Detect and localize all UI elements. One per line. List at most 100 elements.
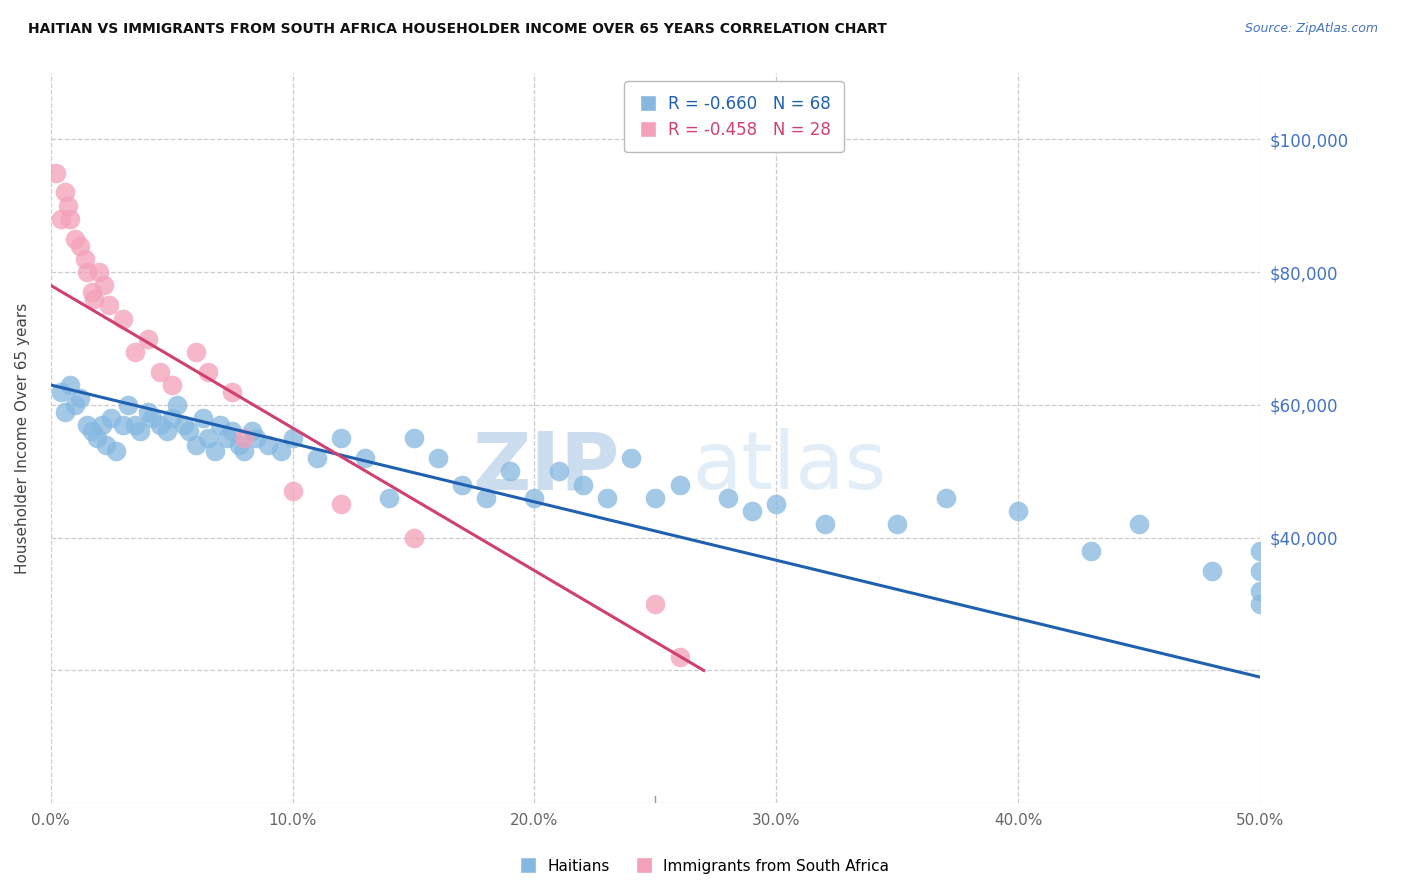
Text: Source: ZipAtlas.com: Source: ZipAtlas.com [1244, 22, 1378, 36]
Point [184, 438, 207, 452]
Point [69, 391, 91, 405]
Point [330, 431, 353, 445]
Point [197, 365, 219, 379]
Point [209, 417, 232, 432]
Point [935, 491, 957, 505]
Point [96, 438, 118, 452]
Text: ZIP: ZIP [472, 428, 619, 507]
Legend: R = -0.660   N = 68, R = -0.458   N = 28: R = -0.660 N = 68, R = -0.458 N = 28 [624, 81, 844, 153]
Point [149, 417, 172, 432]
Point [149, 365, 172, 379]
Point [668, 650, 690, 665]
Point [233, 444, 256, 458]
Point [741, 504, 763, 518]
Point [378, 491, 401, 505]
Point [281, 431, 304, 445]
Point [1128, 517, 1150, 532]
Point [451, 477, 474, 491]
Point [475, 491, 498, 505]
Point [233, 431, 256, 445]
Point [596, 491, 619, 505]
Point [80, 425, 103, 439]
Point [221, 425, 243, 439]
Point [221, 384, 243, 399]
Y-axis label: Householder Income Over 65 years: Householder Income Over 65 years [15, 302, 30, 574]
Point [886, 517, 908, 532]
Point [1080, 544, 1102, 558]
Point [160, 378, 183, 392]
Point [177, 425, 200, 439]
Text: HAITIAN VS IMMIGRANTS FROM SOUTH AFRICA HOUSEHOLDER INCOME OVER 65 YEARS CORRELA: HAITIAN VS IMMIGRANTS FROM SOUTH AFRICA … [28, 22, 887, 37]
Point [80, 285, 103, 299]
Point [644, 597, 666, 611]
Point [305, 450, 328, 465]
Point [1249, 597, 1271, 611]
Point [86, 431, 108, 445]
Point [124, 417, 146, 432]
Point [184, 344, 207, 359]
Point [1249, 564, 1271, 578]
Point [204, 444, 226, 458]
Point [547, 464, 569, 478]
Text: atlas: atlas [692, 428, 886, 507]
Point [136, 332, 159, 346]
Point [197, 431, 219, 445]
Point [76, 265, 98, 279]
Point [59, 378, 82, 392]
Point [89, 265, 111, 279]
Point [76, 417, 98, 432]
Point [49, 212, 72, 227]
Point [572, 477, 595, 491]
Point [257, 438, 280, 452]
Point [156, 425, 179, 439]
Point [814, 517, 837, 532]
Point [100, 411, 122, 425]
Point [402, 531, 425, 545]
Point [644, 491, 666, 505]
Point [499, 464, 522, 478]
Point [1249, 583, 1271, 598]
Point [45, 165, 67, 179]
Point [136, 404, 159, 418]
Point [59, 212, 82, 227]
Point [117, 398, 139, 412]
Point [53, 186, 76, 200]
Point [173, 417, 195, 432]
Point [63, 398, 86, 412]
Point [354, 450, 377, 465]
Point [63, 232, 86, 246]
Point [124, 344, 146, 359]
Point [141, 411, 163, 425]
Point [83, 292, 105, 306]
Point [402, 431, 425, 445]
Point [765, 498, 787, 512]
Point [105, 444, 128, 458]
Point [281, 484, 304, 499]
Legend: Haitians, Immigrants from South Africa: Haitians, Immigrants from South Africa [510, 853, 896, 880]
Point [69, 238, 91, 252]
Point [53, 404, 76, 418]
Point [1249, 544, 1271, 558]
Point [193, 411, 215, 425]
Point [270, 444, 292, 458]
Point [97, 298, 120, 312]
Point [90, 417, 112, 432]
Point [112, 417, 135, 432]
Point [245, 431, 267, 445]
Point [330, 498, 353, 512]
Point [1201, 564, 1223, 578]
Point [217, 431, 239, 445]
Point [129, 425, 152, 439]
Point [1007, 504, 1029, 518]
Point [620, 450, 643, 465]
Point [717, 491, 740, 505]
Point [49, 384, 72, 399]
Point [240, 425, 263, 439]
Point [228, 438, 250, 452]
Point [56, 199, 79, 213]
Point [93, 278, 115, 293]
Point [73, 252, 96, 266]
Point [668, 477, 690, 491]
Point [112, 311, 135, 326]
Point [160, 411, 183, 425]
